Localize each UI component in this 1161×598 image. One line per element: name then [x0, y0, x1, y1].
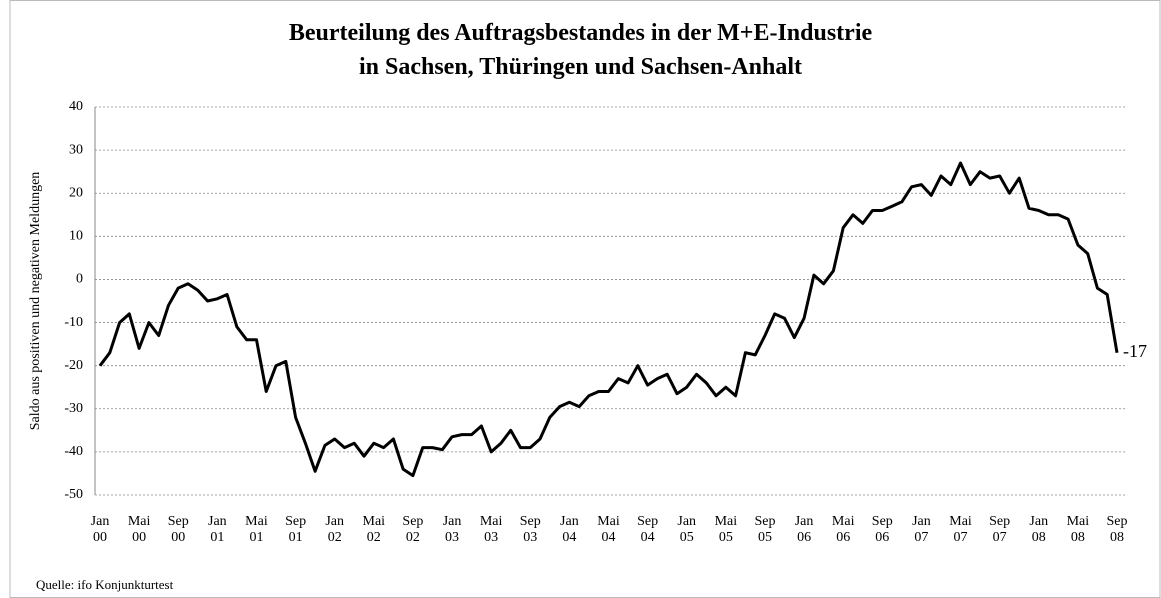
x-tick-label: Jan 07	[912, 514, 931, 545]
y-tick-label: 40	[69, 99, 83, 114]
y-tick-label: 30	[69, 142, 83, 157]
y-tick-label: -50	[64, 487, 83, 502]
x-tick-label: Jan 03	[442, 514, 462, 545]
y-tick-label: 0	[76, 272, 83, 287]
x-tick-label: Jan 06	[794, 514, 814, 545]
x-tick-label: Mai 03	[479, 514, 503, 545]
x-tick-label: Sep 01	[285, 514, 307, 545]
x-tick-label: Sep 00	[167, 514, 189, 545]
chart-title: Beurteilung des Auftragsbestandes in der…	[288, 20, 873, 46]
x-tick-label: Sep 03	[519, 514, 541, 545]
line	[98, 161, 1119, 478]
x-tick-label: Jan 05	[677, 514, 697, 545]
y-tick-label: -20	[64, 358, 83, 373]
x-tick-label: Sep 04	[637, 514, 659, 545]
y-tick-label: -10	[64, 315, 83, 330]
x-tick-label: Sep 05	[754, 514, 776, 545]
source: Quelle: ifo Konjunkturtest	[36, 577, 174, 592]
x-tick-label: Mai 08	[1066, 514, 1090, 545]
x-tick-label: Sep 08	[1106, 514, 1128, 545]
y-tick-label: -40	[64, 444, 83, 459]
x-tick-label: Sep 07	[989, 514, 1011, 545]
x-tick-label: Mai 05	[714, 514, 738, 545]
data-label: -17	[1123, 341, 1147, 361]
y-tick-label: 20	[69, 185, 83, 200]
x-tick-label: Sep 02	[402, 514, 424, 545]
y-axis-label: Saldo aus positiven und negativen Meldun…	[28, 172, 43, 431]
frame	[9, 0, 1161, 598]
x-tick-label: Mai 06	[831, 514, 855, 545]
x-tick-label: Mai 02	[362, 514, 386, 545]
x-tick-label: Jan 01	[208, 514, 227, 545]
y-tick-label: 10	[69, 229, 83, 244]
x-tick-label: Sep 06	[871, 514, 893, 545]
x-tick-label: Mai 00	[127, 514, 151, 545]
x-tick-label: Jan 00	[90, 514, 110, 545]
x-tick-label: Jan 08	[1029, 514, 1049, 545]
x-tick-label: Jan 04	[560, 514, 579, 545]
x-tick-label: Mai 07	[949, 514, 972, 545]
x-tick-label: Mai 01	[245, 514, 268, 545]
x-tick-label: Mai 04	[597, 514, 620, 545]
y-tick-label: -30	[64, 401, 83, 416]
x-tick-label: Jan 02	[325, 514, 345, 545]
chart-title: in Sachsen, Thüringen und Sachsen-Anhalt	[358, 54, 803, 80]
